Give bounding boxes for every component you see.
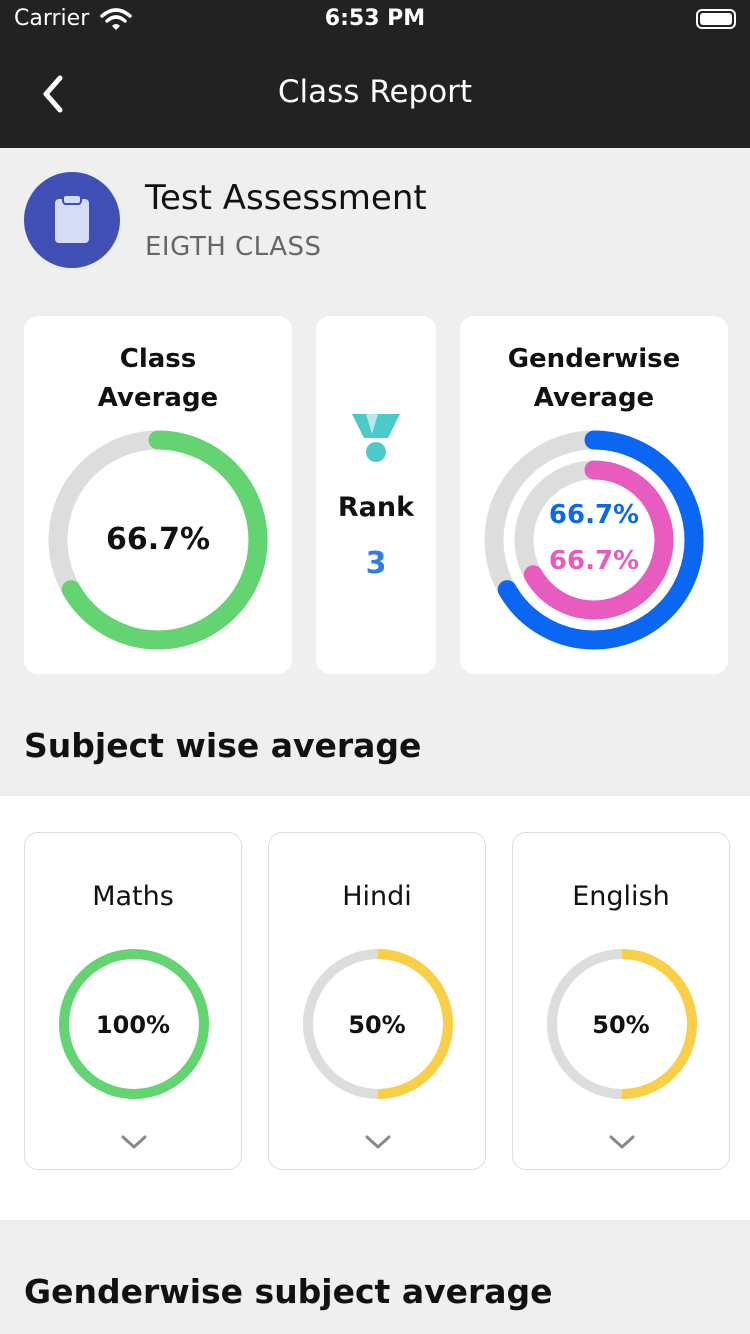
- status-bar: Carrier 6:53 PM: [0, 0, 750, 40]
- subject-ring-progress: [59, 949, 209, 1099]
- subject-value: 50%: [592, 1011, 650, 1039]
- class-average-card: Class Average 66.7%: [24, 316, 292, 674]
- rank-card: Rank 3: [316, 316, 436, 674]
- class-average-title: Class Average: [24, 340, 292, 418]
- subject-name: Hindi: [342, 881, 412, 912]
- class-average-title-line1: Class: [119, 344, 197, 374]
- subject-value: 50%: [348, 1011, 406, 1039]
- assessment-avatar: [24, 172, 120, 268]
- rank-value: 3: [365, 546, 387, 581]
- carrier-label: Carrier: [14, 6, 90, 31]
- rank-label: Rank: [337, 492, 415, 523]
- clipboard-icon: [55, 194, 89, 243]
- genderwise-outer-ring-progress: [484, 430, 704, 650]
- genderwise-rings: [484, 430, 704, 650]
- subject-name: Maths: [92, 881, 174, 912]
- genderwise-average-card: Genderwise Average 66.7% 66.7%: [460, 316, 728, 674]
- genderwise-girls-value: 66.7%: [548, 546, 640, 576]
- subject-section-title: Subject wise average: [24, 726, 422, 765]
- class-average-title-line2: Average: [97, 383, 219, 413]
- chevron-down-icon[interactable]: [121, 1133, 147, 1151]
- clock: 6:53 PM: [324, 6, 426, 31]
- medal-icon: [352, 414, 400, 462]
- chevron-down-icon[interactable]: [609, 1133, 635, 1151]
- subject-name: English: [572, 881, 670, 912]
- chevron-down-icon[interactable]: [365, 1133, 391, 1151]
- subject-card-hindi[interactable]: Hindi 50%: [268, 832, 486, 1170]
- subject-ring: [303, 949, 453, 1099]
- gender-section-title: Genderwise subject average: [24, 1272, 553, 1311]
- subject-ring: [59, 949, 209, 1099]
- class-average-ring-progress: [48, 430, 268, 650]
- assessment-title: Test Assessment: [145, 178, 427, 218]
- genderwise-inner-ring-progress: [514, 460, 674, 620]
- subject-ring: [547, 949, 697, 1099]
- nav-bar: Class Report: [0, 40, 750, 148]
- subject-ring-progress: [303, 949, 453, 1099]
- subject-value: 100%: [95, 1011, 171, 1039]
- subject-card-english[interactable]: English 50%: [512, 832, 730, 1170]
- genderwise-title-line2: Average: [533, 383, 655, 413]
- subject-card-maths[interactable]: Maths 100%: [24, 832, 242, 1170]
- back-chevron-icon[interactable]: [36, 74, 76, 114]
- subject-ring-progress: [547, 949, 697, 1099]
- class-average-ring: [48, 430, 268, 650]
- genderwise-average-title: Genderwise Average: [460, 340, 728, 418]
- battery-icon: [696, 9, 736, 29]
- class-average-value: 66.7%: [105, 522, 211, 557]
- page-title: Class Report: [277, 74, 473, 110]
- assessment-class: EIGTH CLASS: [145, 232, 322, 262]
- wifi-icon: [100, 8, 132, 30]
- genderwise-title-line1: Genderwise: [507, 344, 681, 374]
- genderwise-boys-value: 66.7%: [548, 500, 640, 530]
